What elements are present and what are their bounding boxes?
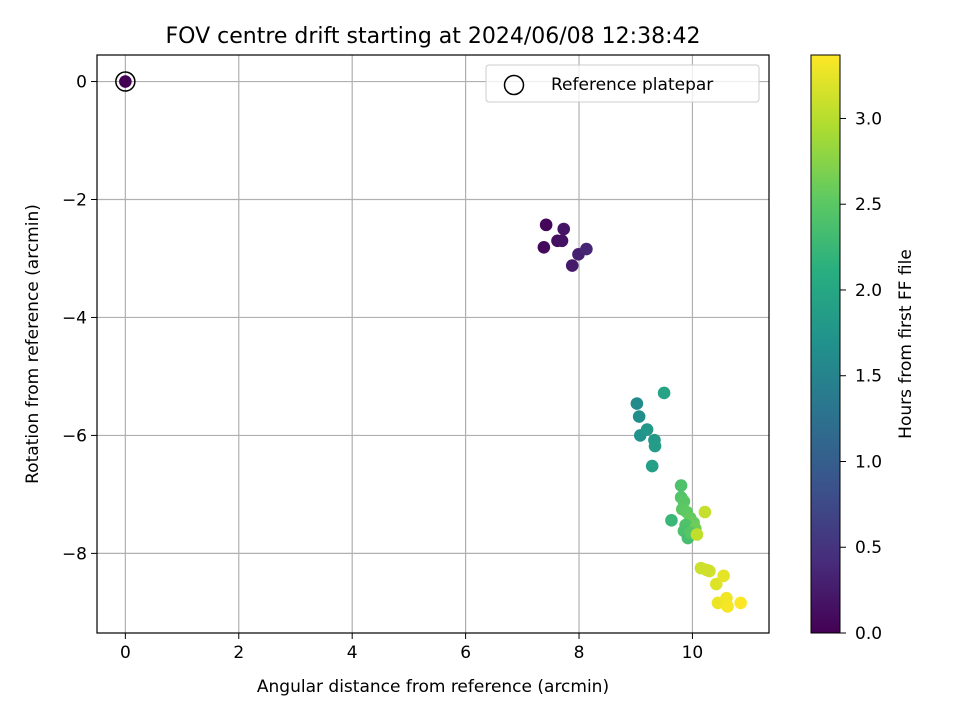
scatter-points	[115, 71, 747, 613]
x-axis-label: Angular distance from reference (arcmin)	[257, 677, 609, 697]
reference-platepar-marker	[115, 71, 136, 92]
data-point	[119, 75, 132, 88]
colorbar-tick-label: 1.0	[855, 452, 882, 472]
colorbar-label: Hours from first FF file	[896, 249, 916, 439]
x-tick-label: 10	[682, 643, 704, 663]
x-tick-label: 4	[347, 643, 358, 663]
x-tick-label: 8	[574, 643, 585, 663]
data-point	[537, 240, 551, 254]
colorbar-ticks: 0.0 0.5 1.0 1.5 2.0 2.5 3.0	[840, 109, 882, 644]
data-point	[580, 242, 593, 256]
colorbar: 0.0 0.5 1.0 1.5 2.0 2.5 3.0 Hours from first F…	[810, 54, 916, 644]
data-point	[648, 439, 662, 453]
data-point	[640, 423, 654, 436]
data-point	[717, 569, 730, 583]
chart-title: FOV centre drift starting at 2024/06/08 …	[166, 24, 701, 49]
data-point	[657, 386, 671, 400]
x-tick-label: 2	[233, 643, 244, 663]
data-point	[665, 514, 678, 527]
colorbar-tick-label: 2.0	[855, 281, 882, 301]
data-point	[698, 505, 712, 519]
data-point	[630, 397, 644, 410]
data-point	[632, 410, 646, 423]
colorbar-tick-label: 1.5	[855, 367, 882, 387]
data-point	[721, 600, 734, 613]
data-point	[557, 222, 571, 236]
data-point	[709, 577, 723, 591]
y-tick-label: −4	[62, 308, 87, 328]
legend-marker-reference	[503, 74, 525, 96]
legend: Reference platepar	[485, 64, 760, 103]
data-point	[734, 596, 747, 610]
data-point	[645, 459, 659, 473]
colorbar-tick-label: 0.0	[855, 624, 882, 644]
y-tick-label: 0	[76, 73, 87, 93]
data-point	[674, 479, 688, 492]
plot-frame	[96, 54, 770, 634]
data-point	[700, 563, 713, 577]
data-point	[565, 259, 579, 272]
y-axis-label: Rotation from reference (arcmin)	[23, 204, 43, 484]
legend-box	[485, 64, 760, 103]
grid-lines	[97, 55, 769, 633]
y-tick-label: −6	[62, 426, 87, 446]
colorbar-tick-label: 2.5	[855, 195, 882, 215]
data-point	[539, 218, 553, 232]
x-tick-label: 0	[120, 643, 131, 663]
colorbar-gradient	[810, 54, 841, 634]
x-tick-label: 6	[460, 643, 471, 663]
y-axis-ticks: 0 −2 −4 −6 −8	[62, 73, 97, 564]
data-point	[690, 528, 704, 541]
colorbar-tick-label: 0.5	[855, 538, 882, 558]
y-tick-label: −8	[62, 544, 87, 564]
colorbar-tick-label: 3.0	[855, 109, 882, 129]
data-point	[555, 234, 569, 248]
legend-entry-reference-platepar: Reference platepar	[551, 75, 713, 95]
x-axis-ticks: 0 2 4 6 8 10	[120, 633, 703, 663]
y-tick-label: −2	[62, 191, 87, 211]
